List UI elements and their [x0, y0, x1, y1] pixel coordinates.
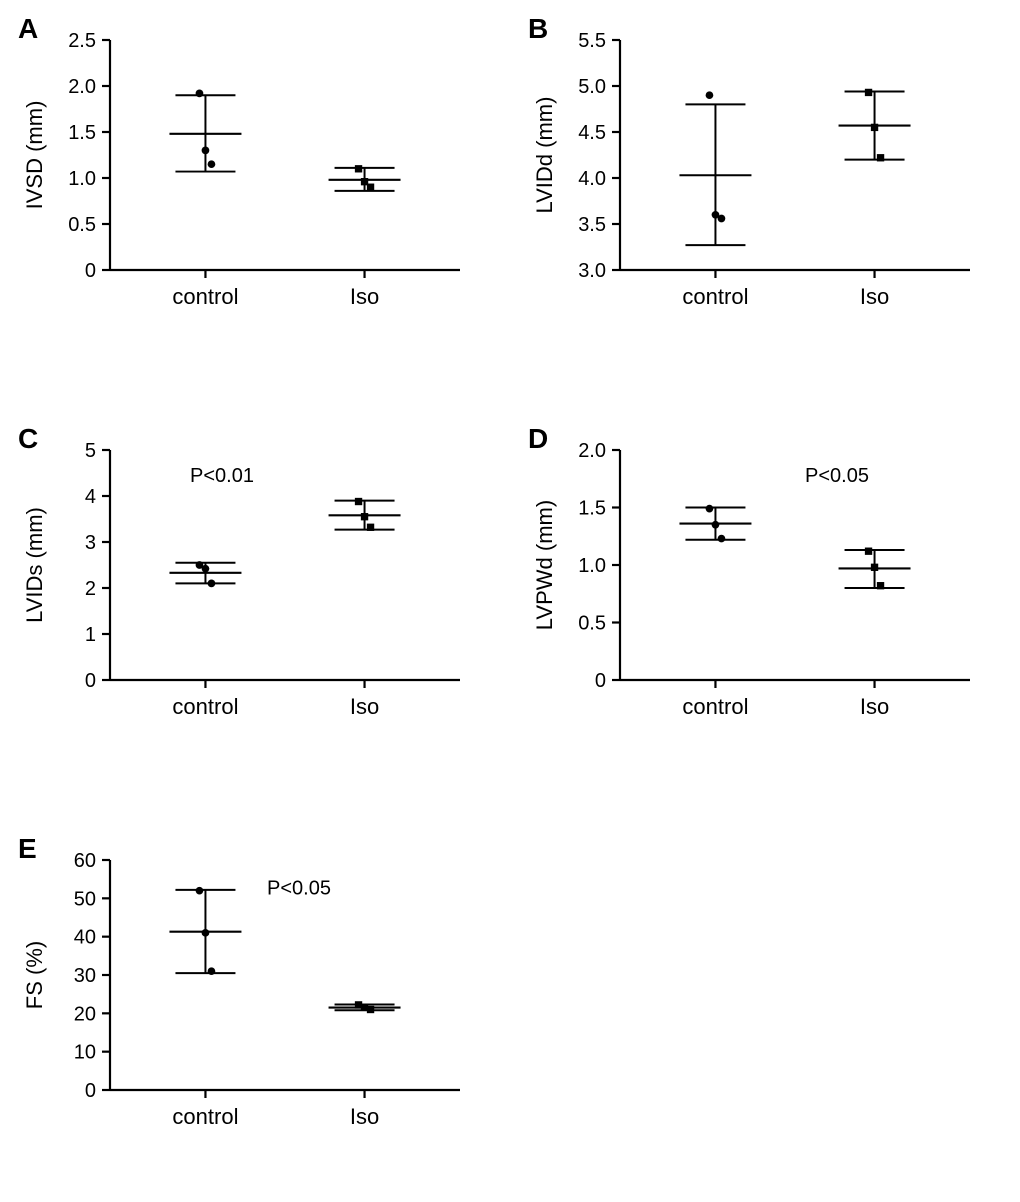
panel-A: A 0 0.5 1.0 1.5 2.0 2.5 control Iso IVSD (mm) [0, 0, 510, 370]
ytick-label: 1.0 [68, 168, 96, 190]
panel-D: D 0 0.5 1.0 1.5 2.0 control Iso LVPWd (mm) P<0.05 [510, 410, 1020, 780]
y-axis-label: LVIDd (mm) [532, 97, 557, 214]
ytick-label: 0 [85, 1080, 96, 1102]
ytick-label: 5 [85, 440, 96, 462]
ytick-label: 0.5 [578, 613, 606, 635]
ytick-label: 50 [74, 888, 96, 910]
ytick-label: 1 [85, 624, 96, 646]
y-axis-label: FS (%) [22, 941, 47, 1009]
p-value-label: P<0.05 [267, 878, 331, 900]
ytick-label: 5.5 [578, 30, 606, 52]
ytick-label: 2.0 [578, 440, 606, 462]
ytick-label: 2 [85, 578, 96, 600]
ytick-label: 4.0 [578, 168, 606, 190]
ytick-label: 0 [595, 670, 606, 692]
category-label: control [682, 694, 748, 719]
ytick-label: 4 [85, 486, 96, 508]
ytick-label: 0 [85, 260, 96, 282]
ytick-label: 10 [74, 1042, 96, 1064]
ytick-label: 3.0 [578, 260, 606, 282]
category-label: Iso [350, 1104, 379, 1129]
ytick-label: 1.0 [578, 555, 606, 577]
ytick-label: 40 [74, 927, 96, 949]
ytick-label: 3 [85, 532, 96, 554]
ytick-label: 1.5 [578, 498, 606, 520]
ytick-label: 30 [74, 965, 96, 987]
panel-label: A [18, 13, 38, 44]
ytick-label: 60 [74, 850, 96, 872]
ytick-label: 0 [85, 670, 96, 692]
ytick-label: 20 [74, 1003, 96, 1025]
category-label: Iso [860, 694, 889, 719]
p-value-label: P<0.01 [190, 465, 254, 487]
category-label: Iso [350, 284, 379, 309]
category-label: control [172, 1104, 238, 1129]
panel-label: B [528, 13, 548, 44]
p-value-label: P<0.05 [805, 465, 869, 487]
category-label: control [682, 284, 748, 309]
ytick-label: 4.5 [578, 122, 606, 144]
figure-grid: A 0 0.5 1.0 1.5 2.0 2.5 control Iso IVSD (mm) B 3.0… [0, 0, 1020, 1202]
category-label: Iso [860, 284, 889, 309]
ytick-label: 2.0 [68, 76, 96, 98]
panel-label: C [18, 423, 38, 454]
category-label: control [172, 284, 238, 309]
category-label: control [172, 694, 238, 719]
y-axis-label: LVPWd (mm) [532, 500, 557, 630]
panel-label: E [18, 833, 37, 864]
y-axis-label: LVIDs (mm) [22, 507, 47, 623]
ytick-label: 1.5 [68, 122, 96, 144]
ytick-label: 3.5 [578, 214, 606, 236]
y-axis-label: IVSD (mm) [22, 101, 47, 210]
panel-C: C 0 1 2 3 4 5 control Iso LVIDs (mm) P<0.01 [0, 410, 510, 780]
panel-label: D [528, 423, 548, 454]
ytick-label: 5.0 [578, 76, 606, 98]
ytick-label: 0.5 [68, 214, 96, 236]
category-label: Iso [350, 694, 379, 719]
panel-E: E 0 10 20 30 40 50 60 control Iso FS (%) P<0.05 [0, 820, 510, 1190]
ytick-label: 2.5 [68, 30, 96, 52]
panel-B: B 3.0 3.5 4.0 4.5 5.0 5.5 control Iso LVIDd (mm) [510, 0, 1020, 370]
